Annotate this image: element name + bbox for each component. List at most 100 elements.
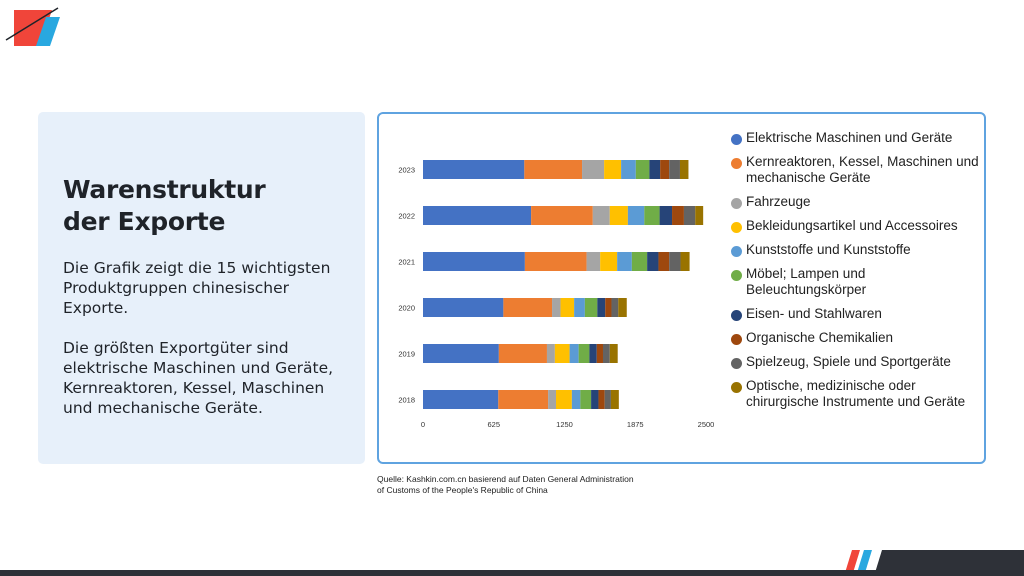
x-tick-label: 1875: [627, 420, 644, 429]
bar-segment: [498, 390, 549, 409]
legend-item: Kernreaktoren, Kessel, Maschinen und mec…: [731, 154, 981, 186]
legend-marker: [731, 358, 742, 369]
legend-label: Optische, medizinische oder chirurgische…: [746, 378, 966, 409]
info-paragraph-1: Die Grafik zeigt die 15 wichtigsten Prod…: [63, 259, 331, 317]
bar-segment: [582, 160, 605, 179]
legend-label: Organische Chemikalien: [746, 330, 894, 345]
bar-segment: [644, 206, 660, 225]
legend-item: Organische Chemikalien: [731, 330, 981, 346]
source-note: Quelle: Kashkin.com.cn basierend auf Dat…: [377, 474, 677, 496]
bar-segment: [524, 160, 583, 179]
bar-segment: [600, 252, 618, 271]
bar-segment: [586, 252, 601, 271]
bar-segment: [659, 206, 673, 225]
bar-segment: [683, 206, 696, 225]
bar-segment: [546, 344, 555, 363]
bar-segment: [423, 390, 499, 409]
bar-segment: [627, 206, 645, 225]
logo-slash: [5, 7, 59, 41]
legend-marker: [731, 310, 742, 321]
x-tick-label: 0: [421, 420, 425, 429]
bar-segment: [604, 160, 622, 179]
bar-segment: [669, 160, 680, 179]
legend-label: Elektrische Maschinen und Geräte: [746, 130, 953, 145]
legend-label: Kernreaktoren, Kessel, Maschinen und mec…: [746, 154, 979, 185]
legend-item: Optische, medizinische oder chirurgische…: [731, 378, 981, 410]
legend-label: Möbel; Lampen und Beleuchtungskörper: [746, 266, 867, 297]
bar-segment: [592, 206, 610, 225]
x-tick-label: 625: [487, 420, 500, 429]
bar-segment: [423, 160, 525, 179]
bar-segment: [569, 344, 579, 363]
bar-segment: [602, 344, 610, 363]
y-tick-label: 2021: [398, 258, 415, 267]
y-tick-label: 2018: [398, 396, 415, 405]
bar-segment: [631, 252, 648, 271]
y-tick-label: 2023: [398, 166, 415, 175]
bar-segment: [560, 298, 575, 317]
bar-segment: [598, 390, 605, 409]
bar-segment: [578, 344, 590, 363]
legend-marker: [731, 134, 742, 145]
legend-item: Möbel; Lampen und Beleuchtungskörper: [731, 266, 981, 298]
bar-segment: [589, 344, 597, 363]
bar-segment: [423, 344, 499, 363]
logo-blue-shape: [36, 17, 60, 46]
bar-segment: [524, 252, 587, 271]
legend-label: Bekleidungsartikel und Accessoires: [746, 218, 958, 233]
x-tick-label: 2500: [698, 420, 715, 429]
bar-segment: [649, 160, 661, 179]
bar-segment: [571, 390, 581, 409]
footer-bar: [0, 570, 1024, 576]
bar-segment: [610, 390, 619, 409]
bar-segment: [605, 298, 612, 317]
y-tick-label: 2022: [398, 212, 415, 221]
legend-marker: [731, 198, 742, 209]
legend-marker: [731, 222, 742, 233]
legend-item: Elektrische Maschinen und Geräte: [731, 130, 981, 146]
bar-segment: [609, 344, 618, 363]
bar-segment: [574, 298, 585, 317]
legend-item: Fahrzeuge: [731, 194, 981, 210]
bar-segment: [617, 252, 632, 271]
title-line-2: der Exporte: [63, 207, 226, 236]
legend-marker: [731, 158, 742, 169]
bar-segment: [621, 160, 636, 179]
bar-segment: [635, 160, 650, 179]
bar-segment: [503, 298, 553, 317]
legend-item: Kunststoffe und Kunststoffe: [731, 242, 981, 258]
legend-marker: [731, 334, 742, 345]
info-panel: Warenstruktur der Exporte Die Grafik zei…: [38, 112, 365, 464]
title-line-1: Warenstruktur: [63, 175, 266, 204]
legend-item: Eisen- und Stahlwaren: [731, 306, 981, 322]
bar-segment: [679, 160, 689, 179]
bar-segment: [584, 298, 598, 317]
bar-segment: [647, 252, 659, 271]
bar-segment: [672, 206, 684, 225]
source-line-1: Quelle: Kashkin.com.cn basierend auf Dat…: [377, 474, 634, 484]
legend-marker: [731, 270, 742, 281]
legend-label: Eisen- und Stahlwaren: [746, 306, 882, 321]
footer-decoration: [844, 550, 1024, 576]
legend-label: Kunststoffe und Kunststoffe: [746, 242, 911, 257]
y-tick-label: 2020: [398, 304, 415, 313]
bar-segment: [552, 298, 561, 317]
y-tick-label: 2019: [398, 350, 415, 359]
footer-red-stripe: [844, 550, 860, 576]
footer-dark-block: [874, 550, 1024, 576]
bar-segment: [580, 390, 592, 409]
x-tick-label: 1250: [556, 420, 573, 429]
stacked-bar-chart: 2023 2022 2021 2020 2019 2018 0 625 1250 1875 2500: [398, 160, 715, 429]
bar-segment: [531, 206, 593, 225]
bar-segment: [609, 206, 628, 225]
legend-label: Spielzeug, Spiele und Sportgeräte: [746, 354, 951, 369]
legend-item: Bekleidungsartikel und Accessoires: [731, 218, 981, 234]
bar-segment: [554, 344, 570, 363]
page-title: Warenstruktur der Exporte: [63, 174, 343, 238]
bar-segment: [423, 252, 525, 271]
bar-segment: [597, 298, 606, 317]
bar-segment: [660, 160, 670, 179]
bar-segment: [618, 298, 627, 317]
bar-segment: [669, 252, 681, 271]
bar-segment: [680, 252, 690, 271]
